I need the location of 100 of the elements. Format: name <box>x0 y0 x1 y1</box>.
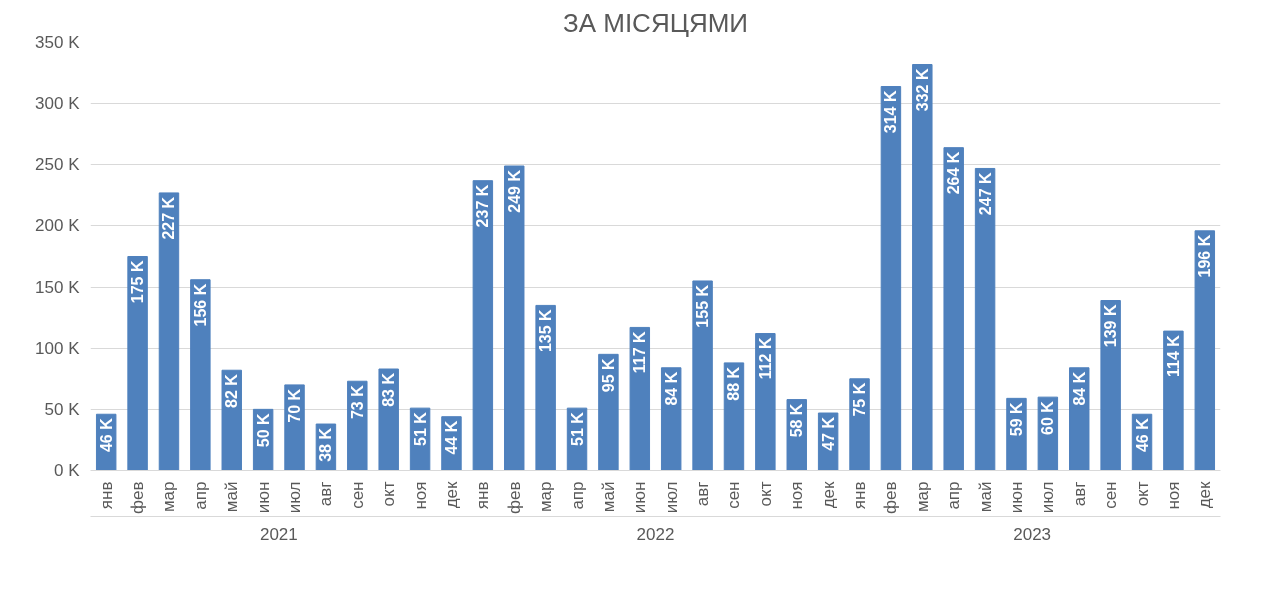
x-tick-label: окт <box>1132 481 1152 507</box>
bar <box>190 279 211 471</box>
data-label: 227 K <box>160 196 178 240</box>
x-tick-label: дек <box>1195 480 1215 509</box>
data-label: 84 K <box>1070 371 1088 406</box>
bar <box>1069 367 1090 471</box>
x-tick-label: янв <box>96 481 116 510</box>
data-label: 50 K <box>254 412 272 448</box>
data-label: 264 K <box>945 151 963 195</box>
bar <box>347 380 368 471</box>
data-label: 58 K <box>788 403 806 438</box>
x-tick-label: авг <box>1069 481 1089 507</box>
data-label: 82 K <box>223 373 241 409</box>
bar <box>943 147 964 471</box>
bar <box>660 367 682 471</box>
chart-title: ЗА МІСЯЦЯМИ <box>562 7 749 38</box>
data-label: 51 K <box>568 411 586 446</box>
data-label: 314 K <box>882 90 900 134</box>
data-label: 51 K <box>411 411 429 446</box>
y-tick-label: 0 K <box>53 461 81 480</box>
bar <box>692 280 713 471</box>
data-label: 73 K <box>348 384 366 420</box>
data-label: 46 K <box>97 417 115 453</box>
data-label: 70 K <box>286 388 304 423</box>
bar <box>974 167 996 471</box>
data-label: 155 K <box>694 284 712 328</box>
bar <box>535 304 556 471</box>
bar <box>629 326 651 471</box>
bar <box>1163 330 1184 471</box>
bar <box>880 86 902 471</box>
data-label: 83 K <box>380 372 398 407</box>
bar <box>1194 230 1216 471</box>
data-label: 95 K <box>599 357 617 393</box>
y-tick-label: 200 K <box>35 216 81 236</box>
data-label: 88 K <box>725 366 743 401</box>
x-tick-label: апр <box>567 481 587 510</box>
data-label: 117 K <box>631 330 649 374</box>
data-label: 112 K <box>756 337 774 380</box>
data-label: 46 K <box>1133 417 1151 453</box>
data-label: 60 K <box>1039 400 1057 435</box>
bar <box>849 378 870 471</box>
x-tick-label: мар <box>159 481 179 513</box>
x-tick-label: мар <box>912 481 932 513</box>
data-label: 247 K <box>976 172 994 216</box>
bar <box>598 353 619 471</box>
data-label: 59 K <box>1007 401 1025 437</box>
x-tick-label: дек <box>441 480 461 509</box>
x-tick-label: июн <box>1006 481 1026 514</box>
data-label: 196 K <box>1196 234 1214 278</box>
x-tick-label: июл <box>1038 481 1058 514</box>
x-tick-label: ноя <box>787 481 807 510</box>
x-tick-label: дек <box>818 480 838 509</box>
x-tick-label: май <box>975 481 995 513</box>
text: 2023 <box>1013 524 1052 544</box>
data-label: 332 K <box>913 68 931 112</box>
x-tick-label: май <box>598 481 618 513</box>
y-tick-label: 300 K <box>35 94 81 114</box>
bar <box>284 384 305 471</box>
bar <box>504 165 525 471</box>
x-tick-label: ноя <box>1163 481 1183 510</box>
x-tick-label: янв <box>473 481 493 510</box>
data-label: 84 K <box>662 371 680 406</box>
x-tick-label: янв <box>850 481 870 510</box>
data-label: 47 K <box>819 416 837 451</box>
bar <box>472 180 494 471</box>
y-tick-label: 150 K <box>35 277 81 297</box>
bar <box>755 333 776 471</box>
x-tick-label: авг <box>693 481 713 507</box>
data-label: 114 K <box>1164 334 1182 377</box>
y-tick-label: 250 K <box>35 155 81 175</box>
x-tick-label: апр <box>190 481 210 510</box>
x-tick-label: окт <box>379 481 399 507</box>
x-tick-label: фев <box>128 481 148 514</box>
data-label: 139 K <box>1102 304 1120 348</box>
x-tick-label: июл <box>661 481 681 514</box>
x-tick-label: апр <box>944 481 964 510</box>
data-label: 175 K <box>129 260 147 304</box>
y-tick-label: 350 K <box>35 33 81 52</box>
x-tick-label: июн <box>630 481 650 514</box>
text: 2021 <box>259 524 298 544</box>
bar <box>912 64 933 471</box>
bar <box>158 192 180 471</box>
bar <box>1100 300 1121 471</box>
text: 2022 <box>636 524 675 544</box>
x-tick-label: июн <box>253 481 273 514</box>
data-label: 135 K <box>537 308 555 353</box>
x-tick-label: фев <box>881 481 901 514</box>
y-tick-label: 50 K <box>44 399 81 419</box>
data-label: 44 K <box>442 420 460 455</box>
x-tick-label: ноя <box>410 481 430 510</box>
x-tick-label: июл <box>285 481 305 514</box>
data-label: 237 K <box>474 184 492 228</box>
data-label: 75 K <box>851 382 869 417</box>
data-label: 249 K <box>505 169 523 213</box>
x-tick-label: сен <box>724 481 744 509</box>
x-tick-label: фев <box>504 481 524 514</box>
bar <box>221 369 242 471</box>
data-label: 156 K <box>191 283 209 327</box>
bar <box>127 256 148 471</box>
x-tick-label: сен <box>1101 481 1121 509</box>
